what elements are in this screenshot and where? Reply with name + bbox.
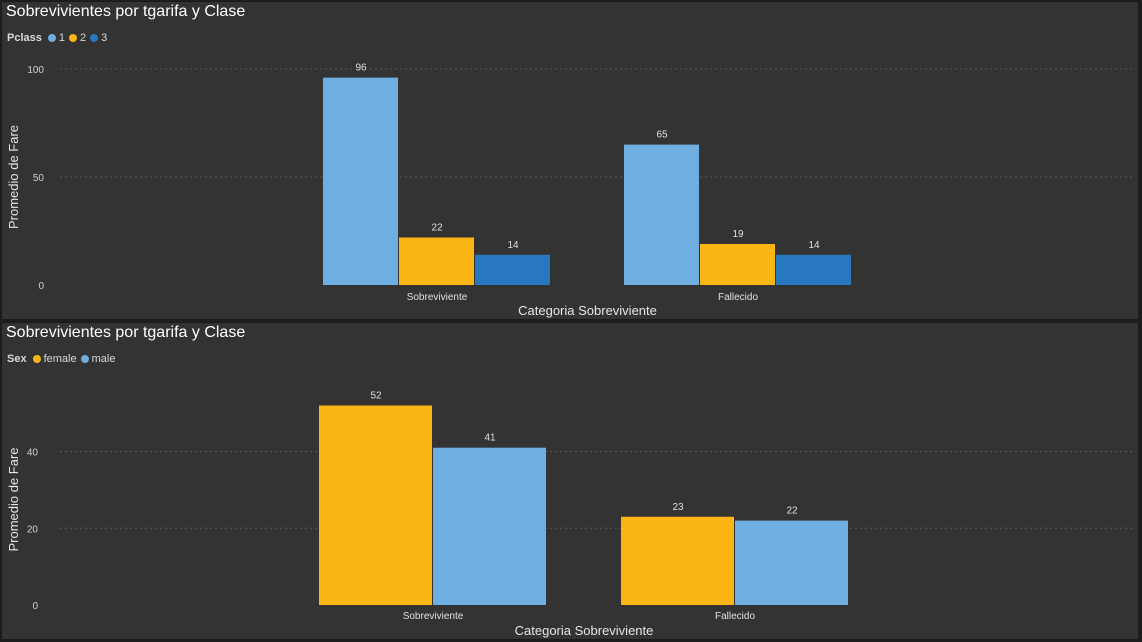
bar-chart-pclass: 0 50 100 96 22 14 Sobreviviente 65 19 14 Fallecido… xyxy=(6,63,1132,318)
legend-item-1[interactable]: 1 xyxy=(47,32,65,44)
data-label: 14 xyxy=(507,240,519,251)
data-label: 22 xyxy=(431,222,443,233)
legend-dot-icon xyxy=(80,355,89,363)
x-category-label: Fallecido xyxy=(718,292,758,303)
legend-label: 1 xyxy=(58,32,65,44)
bar-fallecido-2[interactable] xyxy=(700,243,775,285)
y-tick-label: 0 xyxy=(32,601,38,612)
bar-fallecido-male[interactable] xyxy=(735,520,848,605)
data-label: 41 xyxy=(484,433,496,444)
legend: Pclass 1 2 3 xyxy=(7,32,111,44)
bar-chart-sex: 0 20 40 52 41 Sobreviviente 23 22 Fallecido Categ… xyxy=(6,391,1132,638)
data-label: 96 xyxy=(355,63,367,74)
legend-label: female xyxy=(43,353,77,365)
chart-panel-bottom: Sobrevivientes por tgarifa y Clase Sex f… xyxy=(1,322,1139,640)
y-tick-label: 0 xyxy=(38,281,44,292)
legend-item-male[interactable]: male xyxy=(80,353,116,365)
data-label: 65 xyxy=(656,130,668,141)
y-axis-title: Promedio de Fare xyxy=(6,125,21,229)
bar-sobreviviente-2[interactable] xyxy=(399,237,474,285)
legend-label: male xyxy=(91,353,116,365)
legend-item-3[interactable]: 3 xyxy=(90,32,107,44)
legend: Sex female male xyxy=(7,353,119,365)
legend-item-female[interactable]: female xyxy=(32,353,77,365)
chart-title: Sobrevivientes por tgarifa y Clase xyxy=(6,324,246,341)
legend-label: 2 xyxy=(80,32,87,44)
data-label: 23 xyxy=(672,502,684,513)
data-label: 22 xyxy=(786,506,798,517)
bar-fallecido-1[interactable] xyxy=(624,144,699,285)
data-label: 14 xyxy=(808,240,820,251)
y-tick-label: 20 xyxy=(27,524,39,535)
bar-fallecido-3[interactable] xyxy=(776,254,851,285)
bar-fallecido-female[interactable] xyxy=(621,516,734,605)
y-tick-label: 50 xyxy=(33,173,45,184)
y-axis-title: Promedio de Fare xyxy=(6,447,21,551)
bar-sobreviviente-female[interactable] xyxy=(319,405,432,605)
legend-item-2[interactable]: 2 xyxy=(69,32,86,44)
legend-dot-icon xyxy=(69,34,77,42)
x-axis-title: Categoria Sobreviviente xyxy=(515,623,654,638)
bar-sobreviviente-male[interactable] xyxy=(433,447,546,605)
chart-title: Sobrevivientes por tgarifa y Clase xyxy=(6,3,246,20)
data-label: 19 xyxy=(732,229,744,240)
legend-label: 3 xyxy=(101,32,108,44)
bar-sobreviviente-3[interactable] xyxy=(475,254,550,285)
legend-dot-icon xyxy=(47,34,56,42)
legend-dot-icon xyxy=(32,355,41,363)
data-label: 52 xyxy=(370,391,382,402)
legend-title: Sex xyxy=(7,353,27,365)
x-category-label: Sobreviviente xyxy=(403,611,464,622)
x-axis-title: Categoria Sobreviviente xyxy=(518,303,657,318)
chart-panel-top: Sobrevivientes por tgarifa y Clase Pclas… xyxy=(1,1,1139,320)
x-category-label: Fallecido xyxy=(715,611,755,622)
y-tick-label: 40 xyxy=(27,448,39,459)
bar-sobreviviente-1[interactable] xyxy=(323,77,398,285)
y-tick-label: 100 xyxy=(27,65,44,76)
x-category-label: Sobreviviente xyxy=(407,292,468,303)
legend-title: Pclass xyxy=(7,32,42,44)
legend-dot-icon xyxy=(90,34,99,42)
